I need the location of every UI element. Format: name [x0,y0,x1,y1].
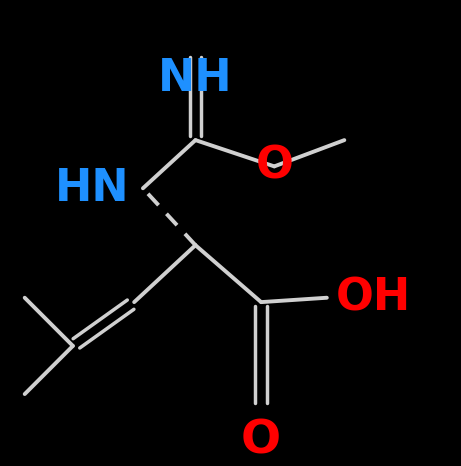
Text: NH: NH [158,57,233,100]
Text: O: O [255,145,293,188]
Text: OH: OH [336,276,411,319]
Text: O: O [241,418,281,463]
Text: HN: HN [55,167,130,210]
